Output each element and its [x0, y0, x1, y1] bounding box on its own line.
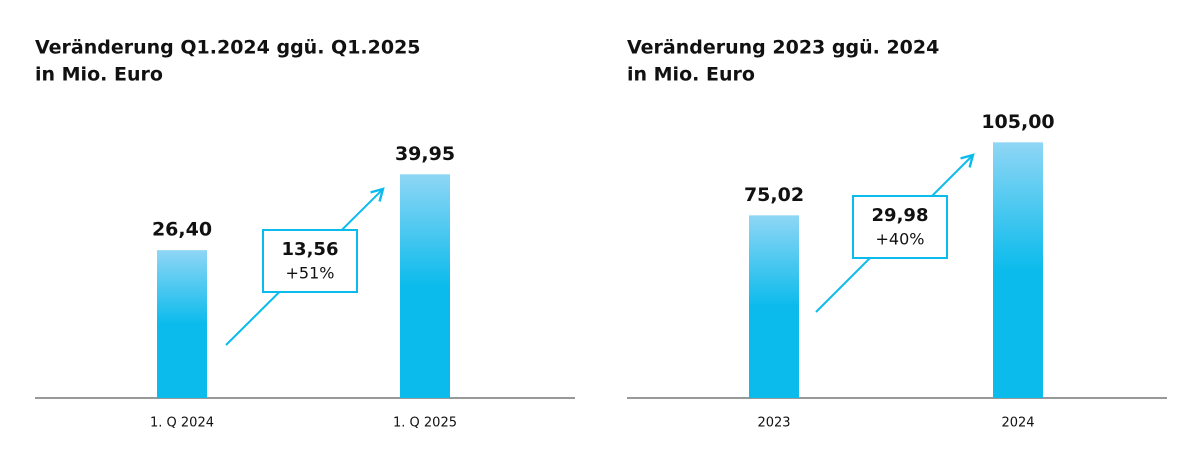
change-box — [262, 229, 358, 293]
x-tick-label: 1. Q 2024 — [150, 416, 214, 431]
x-tick-label: 1. Q 2025 — [393, 416, 457, 431]
value-label: 39,95 — [395, 143, 455, 165]
change-percent: +51% — [286, 264, 335, 283]
bar — [993, 142, 1043, 398]
change-value: 13,56 — [282, 239, 339, 260]
x-tick-label: 2024 — [1001, 416, 1034, 431]
value-label: 26,40 — [152, 219, 212, 241]
bar — [749, 215, 799, 398]
chart-title: Veränderung 2023 ggü. 2024 — [627, 37, 939, 59]
bar — [157, 250, 207, 398]
change-value: 29,98 — [872, 205, 929, 226]
change-percent: +40% — [876, 230, 925, 249]
chart-subtitle: in Mio. Euro — [627, 64, 755, 86]
change-box — [852, 195, 948, 259]
value-label: 75,02 — [744, 184, 804, 206]
value-label: 105,00 — [981, 111, 1054, 133]
bar — [400, 174, 450, 398]
chart-title: Veränderung Q1.2024 ggü. Q1.2025 — [35, 37, 421, 59]
x-tick-label: 2023 — [757, 416, 790, 431]
chart-subtitle: in Mio. Euro — [35, 64, 163, 86]
